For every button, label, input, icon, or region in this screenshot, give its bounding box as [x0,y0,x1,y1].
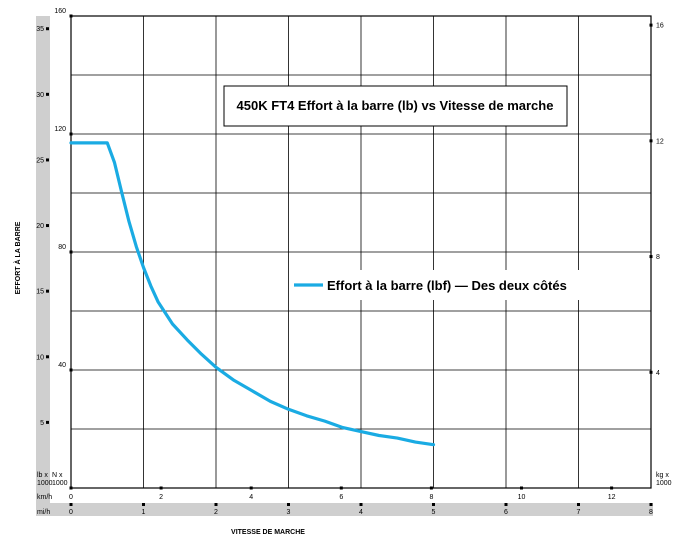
y-tick-mark-kg [649,23,653,27]
x-tick-mark-mph [649,503,653,506]
x-tick-label-mph: 4 [359,509,363,516]
series-line-effort [69,141,436,447]
y-tick-mark-lb [46,158,49,162]
y-tick-mark-lb [46,420,49,424]
x-tick-mark-kmh [429,486,433,490]
y-tick-label-n: 120 [54,126,66,133]
x-tick-mark-kmh [339,486,343,490]
x-tick-mark-mph [142,503,145,506]
x-tick-label-kmh: 8 [429,494,433,501]
y-unit-n: N x 1000 [52,472,68,487]
x-tick-mark-kmh [519,486,523,490]
x-tick-label-mph: 3 [287,509,291,516]
x-tick-label-mph: 8 [649,509,653,516]
y-tick-label-lb: 30 [36,92,44,99]
y-tick-label-n: 40 [58,362,66,369]
y-tick-label-kg: 8 [656,254,660,261]
y-tick-mark-lb [46,355,49,359]
x-tick-label-mph: 5 [432,509,436,516]
y-tick-mark-lb [46,92,49,96]
y-tick-mark-n [69,132,73,136]
y-unit-lb: lb x 1000 [37,472,53,487]
y-tick-mark-n [69,368,73,372]
x-tick-mark-mph [69,503,73,506]
x-tick-mark-mph [287,503,290,506]
x-tick-mark-mph [577,503,580,506]
y-tick-mark-n [69,250,73,254]
y-tick-label-kg: 16 [656,23,664,30]
x-tick-mark-mph [359,503,363,506]
y-tick-label-kg: 12 [656,138,664,145]
x-tick-mark-kmh [159,486,163,490]
x-tick-mark-mph [214,503,218,506]
y-tick-mark-lb [46,27,49,31]
y-tick-label-lb: 5 [40,420,44,427]
x-tick-label-mph: 0 [69,509,73,516]
x-unit-kmh: km/h [37,494,52,501]
x-tick-mark-kmh [69,486,73,490]
x-tick-label-kmh: 6 [339,494,343,501]
y-tick-mark-n [69,14,73,18]
y-tick-mark-kg [649,255,653,259]
bottom-band [36,503,653,516]
y-tick-label-lb: 15 [36,289,44,296]
y-axis-title: EFFORT À LA BARRE [13,221,22,294]
chart-title: 450K FT4 Effort à la barre (lb) vs Vites… [237,98,554,113]
chart-title-box [223,85,568,127]
x-axis-title: VITESSE DE MARCHE [231,529,305,536]
x-tick-label-mph: 6 [504,509,508,516]
y-tick-label-kg: 4 [656,370,660,377]
y-tick-mark-lb [46,289,49,293]
x-tick-label-mph: 2 [214,509,218,516]
x-tick-label-mph: 7 [577,509,581,516]
x-tick-label-kmh: 12 [608,494,616,501]
y-tick-label-lb: 25 [36,157,44,164]
legend-label: Effort à la barre (lbf) — Des deux côtés [327,278,567,293]
x-unit-mph: mi/h [37,509,50,516]
y-tick-label-lb: 35 [36,26,44,33]
y-tick-mark-lb [46,224,49,228]
x-tick-label-kmh: 4 [249,494,253,501]
x-tick-mark-kmh [249,486,253,490]
x-tick-mark-mph [504,503,508,506]
y-tick-label-n: 160 [54,8,66,15]
y-tick-mark-kg [649,139,653,143]
x-tick-label-kmh: 0 [69,494,73,501]
legend-box [290,270,590,300]
y-unit-kg: kg x 1000 [656,472,672,487]
x-tick-label-kmh: 2 [159,494,163,501]
x-tick-label-kmh: 10 [518,494,526,501]
x-tick-mark-kmh [610,486,614,490]
y-tick-label-n: 80 [58,244,66,251]
y-tick-label-lb: 10 [36,354,44,361]
x-tick-mark-mph [432,503,435,506]
y-tick-mark-kg [649,370,653,374]
x-tick-label-mph: 1 [142,509,146,516]
y-tick-label-lb: 20 [36,223,44,230]
left-band [36,16,50,510]
